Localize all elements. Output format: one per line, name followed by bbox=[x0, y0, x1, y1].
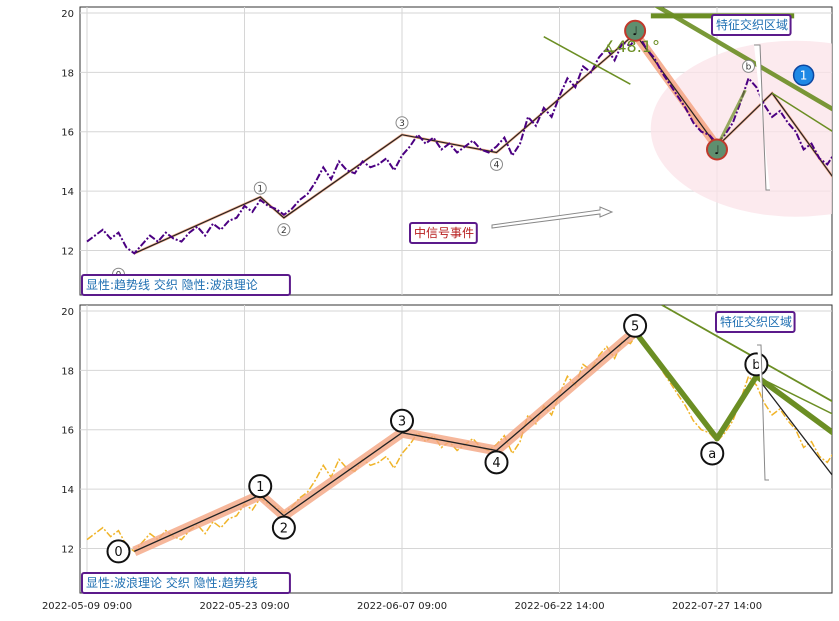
y-tick-label: 16 bbox=[61, 426, 74, 437]
legend-label: 显性:趋势线 交织 隐性:波浪理论 bbox=[81, 274, 291, 296]
trendline-thin bbox=[543, 36, 631, 85]
wave-label-♩: ♩ bbox=[624, 19, 647, 42]
wave-marker bbox=[700, 441, 725, 466]
signal-label-text: 中信号事件 bbox=[414, 225, 474, 240]
plot-content-bottom: 012345abc bbox=[86, 305, 832, 564]
trendline-main bbox=[654, 7, 832, 112]
wave-marker-text: 5 bbox=[631, 319, 639, 334]
bottom-panel: 1214161820012345abc显性:波浪理论 交织 隐性:趋势线特征交织… bbox=[61, 304, 833, 594]
wave-label-4: 4 bbox=[490, 157, 503, 171]
wave-marker bbox=[277, 223, 291, 237]
feature-zone-label-box bbox=[715, 311, 796, 333]
wave-marker bbox=[706, 138, 728, 161]
wave-marker-text: 0 bbox=[114, 545, 122, 560]
wave-marker-text: 3 bbox=[399, 119, 405, 129]
legend-label-box bbox=[81, 274, 291, 296]
wave-label-4: 4 bbox=[484, 450, 509, 475]
wave-marker-text: b bbox=[752, 358, 760, 373]
feature-zone-arrow bbox=[754, 44, 770, 191]
legend-label-text: 显性:趋势线 交织 隐性:波浪理论 bbox=[86, 277, 258, 292]
wave-marker bbox=[253, 181, 267, 195]
trendline-lower bbox=[756, 375, 832, 415]
wave-label-0: 0 bbox=[106, 539, 131, 564]
wave-marker-text: 2 bbox=[281, 226, 287, 236]
x-tick-label: 2022-05-09 09:00 bbox=[42, 601, 132, 612]
feature-zone-label-text: 特征交织区域 bbox=[720, 314, 792, 329]
feature-zone-arrow bbox=[757, 344, 769, 481]
trendline-up-segment bbox=[715, 89, 747, 148]
y-tick-label: 12 bbox=[61, 544, 74, 555]
x-axis: 2022-05-09 09:00 2022-05-23 09:00 2022-06-… bbox=[42, 601, 762, 612]
wave-marker bbox=[490, 157, 503, 171]
wave-marker-text: 1 bbox=[257, 184, 263, 194]
y-tick-label: 16 bbox=[61, 128, 74, 139]
signal-arrow bbox=[491, 206, 614, 229]
wave-marker bbox=[624, 19, 647, 42]
trendline-upper bbox=[661, 305, 832, 403]
wave-marker-text: ♩ bbox=[714, 143, 720, 157]
wave-label-♩: ♩ bbox=[706, 138, 728, 161]
x-tick-label: 2022-07-27 14:00 bbox=[672, 601, 762, 612]
feature-zone-label: 特征交织区域 bbox=[711, 14, 792, 36]
wave-marker bbox=[623, 313, 648, 338]
wave-marker bbox=[271, 515, 296, 540]
wave-marker-text: 4 bbox=[494, 161, 500, 171]
wave-marker bbox=[395, 116, 409, 130]
x-tick-label: 2022-05-23 09:00 bbox=[199, 601, 289, 612]
wave-label-1: 1 bbox=[248, 474, 273, 499]
wave-marker bbox=[390, 408, 414, 433]
y-tick-label: 12 bbox=[61, 246, 74, 257]
wave-label-5: 5 bbox=[623, 313, 648, 338]
y-tick-label: 20 bbox=[61, 307, 74, 318]
x-tick-label: 2022-06-07 09:00 bbox=[357, 601, 447, 612]
top-panel: 121416182001234b♩♩12AB显性:趋势线 交织 隐性:波浪理论特… bbox=[61, 6, 833, 296]
angle-label: ∡48.1° bbox=[602, 37, 660, 56]
wave-marker-text: 4 bbox=[492, 456, 500, 471]
wave-marker-text: 1 bbox=[256, 480, 264, 495]
wave-label-b: b bbox=[742, 59, 755, 73]
price-series bbox=[86, 31, 832, 255]
wave-marker bbox=[792, 64, 815, 87]
wave-label-2: 2 bbox=[271, 515, 296, 540]
wave-abc-line bbox=[632, 330, 832, 442]
wave-marker-text: 2 bbox=[280, 521, 288, 536]
wave-label-2: 2 bbox=[277, 223, 291, 237]
y-tick-label: 20 bbox=[61, 9, 74, 20]
signal-label-box bbox=[409, 222, 478, 244]
wave-label-3: 3 bbox=[395, 116, 409, 130]
x-tick-label: 2022-06-22 14:00 bbox=[514, 601, 604, 612]
wave-marker-text: ♩ bbox=[632, 24, 638, 38]
wave-label-3: 3 bbox=[390, 408, 414, 433]
wave-marker bbox=[742, 59, 755, 73]
wave-marker-text: 3 bbox=[398, 414, 406, 429]
legend-label: 显性:波浪理论 交织 隐性:趋势线 bbox=[81, 572, 291, 594]
wave-label-1: 1 bbox=[792, 64, 815, 87]
wave-marker-text: a bbox=[708, 447, 716, 462]
legend-label-text: 显性:波浪理论 交织 隐性:趋势线 bbox=[86, 575, 258, 590]
y-tick-label: 14 bbox=[61, 187, 74, 198]
wave-marker-text: b bbox=[746, 63, 752, 73]
wave-marker bbox=[106, 539, 131, 564]
signal-label: 中信号事件 bbox=[409, 222, 478, 244]
feature-zone-label-text: 特征交织区域 bbox=[716, 17, 788, 32]
feature-zone-label: 特征交织区域 bbox=[715, 311, 796, 333]
wave-label-1: 1 bbox=[253, 181, 267, 195]
y-tick-label: 14 bbox=[61, 485, 74, 496]
trendline-lower bbox=[771, 92, 832, 132]
y-tick-label: 18 bbox=[61, 68, 74, 79]
y-tick-label: 18 bbox=[61, 366, 74, 377]
wave-marker-text: 1 bbox=[800, 69, 808, 83]
wave-marker bbox=[484, 450, 509, 475]
legend-label-box bbox=[81, 572, 291, 594]
wave-label-b: b bbox=[744, 352, 769, 377]
feature-zone-label-box bbox=[711, 14, 792, 36]
wave-label-a: a bbox=[700, 441, 725, 466]
wave-marker bbox=[248, 474, 273, 499]
